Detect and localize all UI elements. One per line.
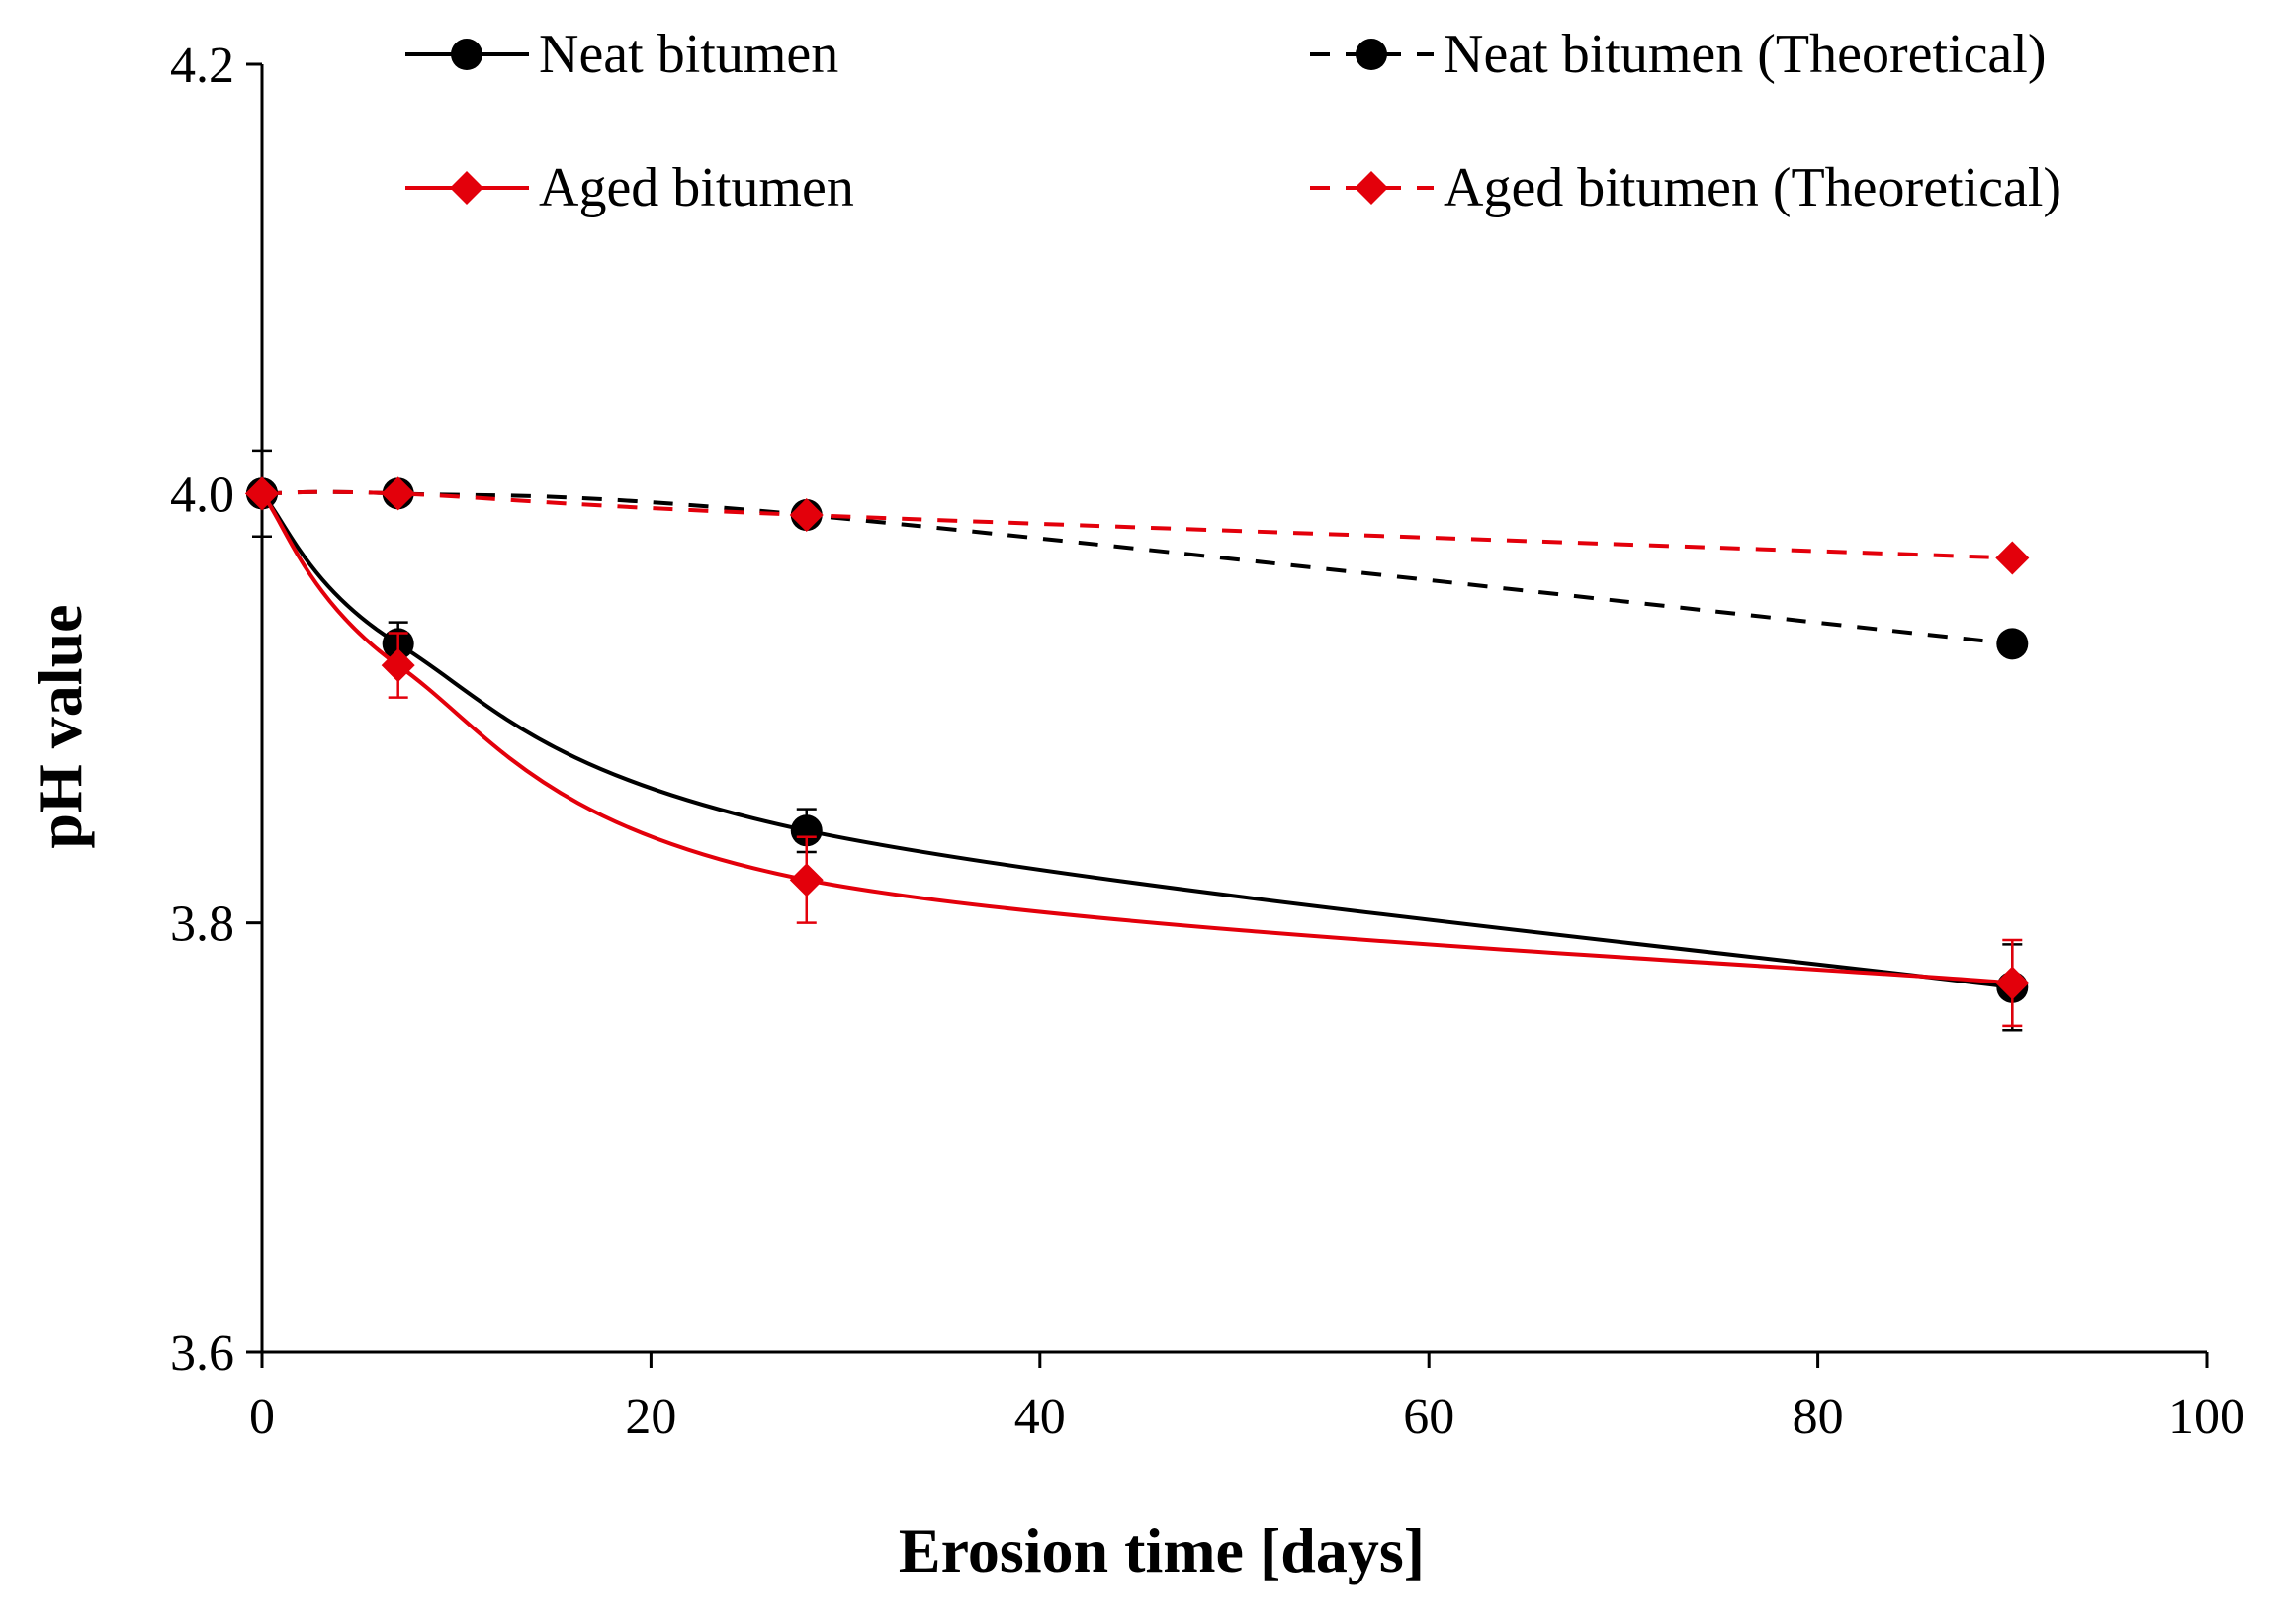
x-tick-label: 20 — [625, 1389, 676, 1445]
legend-marker — [451, 39, 482, 70]
legend-label: Aged bitumen — [539, 157, 854, 218]
legend-item: Aged bitumen (Theoretical) — [1310, 157, 2061, 218]
data-point — [1995, 541, 2030, 575]
y-tick-label: 4.0 — [170, 467, 234, 523]
x-axis-title: Erosion time [days] — [899, 1515, 1425, 1585]
y-axis-ticks: 3.6 3.8 4.0 4.2 — [170, 38, 262, 1382]
y-tick-label: 3.8 — [170, 897, 234, 953]
data-point — [381, 648, 415, 683]
x-tick-label: 60 — [1403, 1389, 1454, 1445]
series-neat-bitumen — [246, 449, 2029, 1032]
data-point — [1995, 966, 2030, 1000]
legend-marker — [1355, 171, 1388, 205]
series-layer — [245, 449, 2030, 1032]
legend-label: Neat bitumen (Theoretical) — [1444, 24, 2047, 85]
legend-item: Aged bitumen — [405, 157, 854, 218]
series-neat-bitumen-theoretical — [246, 477, 2029, 660]
series-line — [261, 489, 2013, 560]
legend-item: Neat bitumen — [405, 24, 838, 85]
legend-label: Aged bitumen (Theoretical) — [1444, 157, 2061, 218]
data-point — [790, 814, 823, 847]
series-aged-bitumen-theoretical — [245, 476, 2030, 575]
data-point — [789, 498, 824, 533]
legend: Neat bitumen Neat bitumen (Theoretical) Ag… — [405, 24, 2061, 218]
series-line — [260, 492, 2013, 985]
x-tick-label: 40 — [1014, 1389, 1066, 1445]
legend-item: Neat bitumen (Theoretical) — [1310, 24, 2047, 85]
data-point — [245, 476, 279, 511]
legend-label: Neat bitumen — [539, 24, 838, 85]
data-point — [381, 476, 415, 511]
y-tick-label: 3.6 — [170, 1325, 234, 1382]
x-tick-label: 0 — [249, 1389, 275, 1445]
legend-marker — [1356, 39, 1387, 70]
axes — [260, 64, 2207, 1354]
data-point — [1996, 628, 2029, 660]
series-aged-bitumen — [245, 476, 2030, 1028]
data-point — [789, 863, 824, 897]
x-tick-label: 100 — [2168, 1389, 2245, 1445]
x-tick-label: 80 — [1793, 1389, 1844, 1445]
y-axis-title: pH value — [25, 604, 95, 848]
legend-marker — [450, 171, 483, 205]
x-axis-ticks: 0 20 40 60 80 100 — [249, 1352, 2245, 1445]
y-tick-label: 4.2 — [170, 38, 234, 94]
series-line — [261, 489, 2013, 646]
series-line — [260, 491, 2013, 989]
